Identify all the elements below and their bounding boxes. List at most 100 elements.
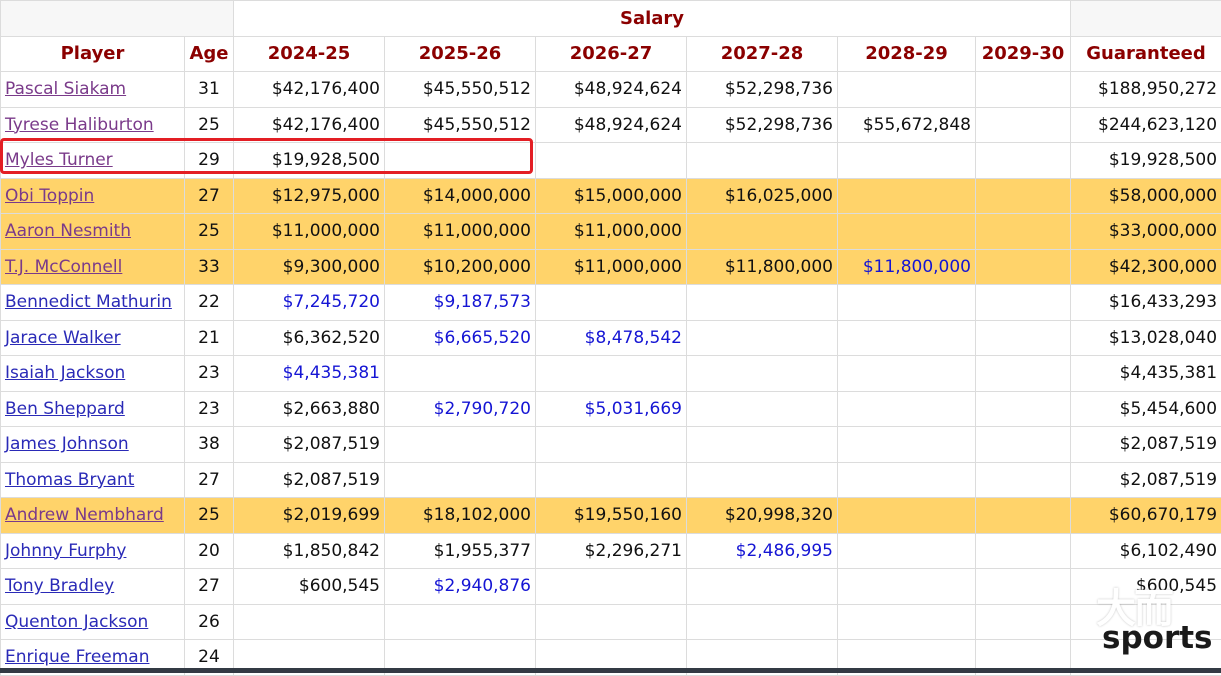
- salary-cell: $18,102,000: [385, 498, 536, 534]
- column-header-6[interactable]: 2028-29: [838, 36, 976, 72]
- salary-cell: [687, 214, 838, 250]
- salary-cell: $2,087,519: [234, 427, 385, 463]
- salary-cell: $55,672,848: [838, 107, 976, 143]
- player-cell: Bennedict Mathurin: [1, 285, 185, 321]
- salary-cell: $600,545: [234, 569, 385, 605]
- player-link[interactable]: Quenton Jackson: [5, 612, 148, 632]
- guaranteed-cell: $6,102,490: [1071, 533, 1221, 569]
- player-cell: James Johnson: [1, 427, 185, 463]
- player-link[interactable]: Jarace Walker: [5, 328, 121, 348]
- salary-cell: [976, 178, 1071, 214]
- guaranteed-cell: $4,435,381: [1071, 356, 1221, 392]
- age-cell: 33: [185, 249, 234, 285]
- player-link[interactable]: Enrique Freeman: [5, 647, 149, 667]
- age-cell: 27: [185, 178, 234, 214]
- age-cell: 21: [185, 320, 234, 356]
- salary-cell: [838, 143, 976, 179]
- salary-cell: [536, 356, 687, 392]
- salary-cell: $5,031,669: [536, 391, 687, 427]
- window-bottom-bar: [0, 668, 1221, 673]
- salary-cell: [687, 391, 838, 427]
- salary-cell: [838, 320, 976, 356]
- player-link[interactable]: James Johnson: [5, 434, 129, 454]
- salary-cell: $1,955,377: [385, 533, 536, 569]
- column-header-0[interactable]: Player: [1, 36, 185, 72]
- salary-cell: $10,200,000: [385, 249, 536, 285]
- age-cell: 22: [185, 285, 234, 321]
- player-cell: Obi Toppin: [1, 178, 185, 214]
- player-link[interactable]: Andrew Nembhard: [5, 505, 164, 525]
- salary-cell: $2,940,876: [385, 569, 536, 605]
- salary-cell: $11,000,000: [536, 214, 687, 250]
- salary-cell: [838, 391, 976, 427]
- player-link[interactable]: Johnny Furphy: [5, 541, 126, 561]
- age-cell: 27: [185, 569, 234, 605]
- column-header-4[interactable]: 2026-27: [536, 36, 687, 72]
- guaranteed-cell: [1071, 604, 1221, 640]
- salary-cell: $14,000,000: [385, 178, 536, 214]
- salary-cell: $2,087,519: [234, 462, 385, 498]
- player-link[interactable]: Thomas Bryant: [5, 470, 134, 490]
- player-link[interactable]: Aaron Nesmith: [5, 221, 131, 241]
- column-header-2[interactable]: 2024-25: [234, 36, 385, 72]
- column-header-7[interactable]: 2029-30: [976, 36, 1071, 72]
- guaranteed-cell: $244,623,120: [1071, 107, 1221, 143]
- salary-cell: $2,790,720: [385, 391, 536, 427]
- salary-cell: [536, 285, 687, 321]
- age-cell: 25: [185, 214, 234, 250]
- player-link[interactable]: Ben Sheppard: [5, 399, 125, 419]
- age-cell: 25: [185, 107, 234, 143]
- player-link[interactable]: T.J. McConnell: [5, 257, 122, 277]
- salary-cell: $4,435,381: [234, 356, 385, 392]
- salary-cell: [976, 72, 1071, 108]
- salary-cell: [536, 143, 687, 179]
- column-header-5[interactable]: 2027-28: [687, 36, 838, 72]
- age-cell: 25: [185, 498, 234, 534]
- player-cell: Myles Turner: [1, 143, 185, 179]
- player-link[interactable]: Obi Toppin: [5, 186, 94, 206]
- salary-cell: $8,478,542: [536, 320, 687, 356]
- player-link[interactable]: Bennedict Mathurin: [5, 292, 172, 312]
- salary-cell: [687, 604, 838, 640]
- salary-cell: [687, 285, 838, 321]
- salary-cell: [838, 356, 976, 392]
- player-link[interactable]: Pascal Siakam: [5, 79, 126, 99]
- player-link[interactable]: Tony Bradley: [5, 576, 114, 596]
- player-cell: T.J. McConnell: [1, 249, 185, 285]
- salary-cell: [385, 143, 536, 179]
- age-cell: 23: [185, 356, 234, 392]
- salary-cell: [536, 462, 687, 498]
- salary-group-header: Salary: [234, 1, 1071, 37]
- column-header-3[interactable]: 2025-26: [385, 36, 536, 72]
- column-header-1[interactable]: Age: [185, 36, 234, 72]
- guaranteed-cell: $60,670,179: [1071, 498, 1221, 534]
- guaranteed-cell: $19,928,500: [1071, 143, 1221, 179]
- salary-cell: $42,176,400: [234, 72, 385, 108]
- column-header-8[interactable]: Guaranteed: [1071, 36, 1221, 72]
- salary-cell: $19,928,500: [234, 143, 385, 179]
- salary-cell: $1,850,842: [234, 533, 385, 569]
- salary-cell: $6,362,520: [234, 320, 385, 356]
- group-header-row: Salary: [1, 1, 1221, 37]
- guaranteed-cell: $2,087,519: [1071, 462, 1221, 498]
- player-link[interactable]: Tyrese Haliburton: [5, 115, 154, 135]
- player-link[interactable]: Isaiah Jackson: [5, 363, 125, 383]
- salary-cell: [687, 356, 838, 392]
- guaranteed-cell: $13,028,040: [1071, 320, 1221, 356]
- player-cell: Johnny Furphy: [1, 533, 185, 569]
- salary-cell: [838, 533, 976, 569]
- salary-cell: [838, 178, 976, 214]
- salary-cell: [838, 462, 976, 498]
- player-cell: Jarace Walker: [1, 320, 185, 356]
- salary-cell: [976, 427, 1071, 463]
- salary-cell: [385, 356, 536, 392]
- salary-cell: [687, 569, 838, 605]
- group-header-blank: [1, 1, 234, 37]
- player-link[interactable]: Myles Turner: [5, 150, 113, 170]
